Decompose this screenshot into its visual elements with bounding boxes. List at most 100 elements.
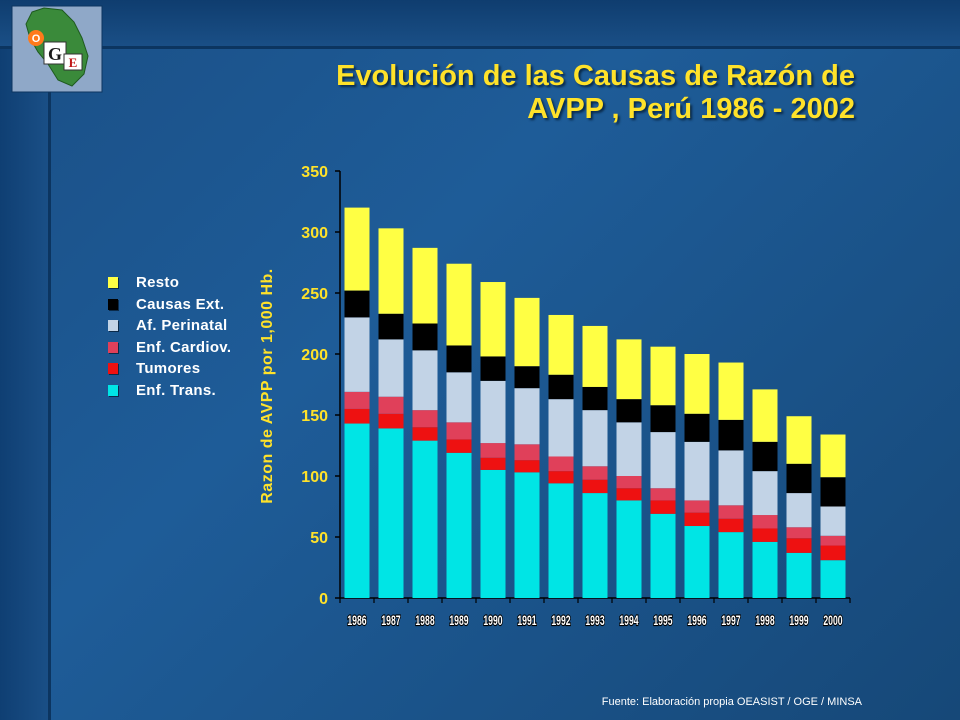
bar-segment	[718, 362, 744, 420]
bar-segment	[446, 263, 472, 346]
bar-segment	[752, 389, 778, 442]
bar-segment	[616, 476, 642, 489]
y-tick-label: 300	[301, 225, 328, 242]
bar-segment	[616, 422, 642, 476]
bar-segment	[582, 493, 608, 598]
bar-segment	[752, 541, 778, 598]
bar-segment	[446, 372, 472, 423]
y-tick-label: 200	[301, 347, 328, 364]
bar-segment	[480, 457, 506, 470]
bar-segment	[820, 545, 846, 561]
bar-segment	[616, 399, 642, 423]
legend-item: Causas Ext.	[108, 294, 268, 316]
bar-segment	[820, 560, 846, 598]
bar-segment	[344, 391, 370, 409]
bar-segment	[344, 408, 370, 424]
bar-segment	[378, 428, 404, 598]
bar-segment	[446, 345, 472, 373]
bar-segment	[650, 405, 676, 433]
bar-segment	[344, 423, 370, 598]
source-note: Fuente: Elaboración propia OEASIST / OGE…	[601, 696, 862, 708]
bar-segment	[548, 483, 574, 598]
x-tick-label: 2000	[823, 613, 842, 629]
top-band	[0, 0, 960, 46]
x-tick-label: 1993	[585, 613, 605, 629]
y-tick-label: 100	[301, 469, 328, 486]
title-line-1: Evolución de las Causas de Razón de	[336, 60, 855, 92]
legend-label: Resto	[136, 274, 180, 292]
bar-segment	[820, 506, 846, 536]
top-border-line	[0, 46, 960, 49]
x-tick-label: 1987	[381, 613, 400, 629]
bar-segment	[344, 317, 370, 392]
bar-segment	[752, 441, 778, 472]
y-tick-label: 350	[301, 164, 328, 181]
logo-g-letter: G	[48, 44, 62, 64]
bar-segment	[378, 313, 404, 340]
bar-segment	[718, 419, 744, 451]
legend-swatch	[108, 384, 118, 396]
bar-segment	[378, 228, 404, 314]
bar-segment	[752, 528, 778, 542]
x-tick-label: 1988	[415, 613, 435, 629]
bar-segment	[820, 535, 846, 546]
bar-segment	[786, 463, 812, 494]
bar-segment	[412, 350, 438, 411]
bar-segment	[820, 434, 846, 478]
legend-label: Causas Ext.	[136, 295, 225, 313]
x-tick-label: 1991	[517, 613, 537, 629]
bar-segment	[616, 488, 642, 501]
bar-segment	[786, 538, 812, 553]
legend-label: Enf. Trans.	[136, 381, 216, 399]
y-tick-label: 150	[301, 408, 328, 425]
bar-segment	[718, 450, 744, 506]
bar-segment	[616, 339, 642, 400]
bar-segment	[582, 325, 608, 387]
bar-segment	[480, 282, 506, 357]
x-tick-label: 1989	[449, 613, 469, 629]
legend-label: Tumores	[136, 360, 201, 378]
bar-segment	[412, 410, 438, 428]
y-tick-label: 250	[301, 286, 328, 303]
bar-segment	[718, 505, 744, 519]
chart-legend: Resto Causas Ext. Af. Perinatal Enf. Cardio…	[108, 272, 268, 401]
bar-segment	[378, 339, 404, 397]
legend-item: Enf. Trans.	[108, 380, 268, 402]
bar-segment	[412, 323, 438, 351]
bar-segment	[480, 380, 506, 444]
legend-swatch	[108, 277, 118, 289]
bar-segment	[446, 422, 472, 440]
bar-segment	[446, 452, 472, 598]
x-tick-label: 1998	[755, 613, 775, 629]
legend-swatch	[108, 298, 118, 310]
bar-segment	[582, 479, 608, 494]
bar-segment	[412, 427, 438, 441]
logo-o-letter: O	[32, 33, 41, 45]
bar-segment	[378, 396, 404, 414]
bar-segment	[786, 527, 812, 539]
bar-segment	[752, 471, 778, 516]
bar-segment	[548, 374, 574, 400]
bar-segment	[752, 515, 778, 529]
bar-segment	[786, 416, 812, 464]
bar-segment	[514, 388, 540, 445]
bar-segment	[378, 413, 404, 429]
legend-label: Af. Perinatal	[136, 317, 228, 335]
bar-segment	[650, 432, 676, 489]
bar-segment	[548, 456, 574, 472]
bar-segment	[650, 346, 676, 406]
legend-item: Resto	[108, 272, 268, 294]
bar-segment	[582, 410, 608, 467]
x-tick-label: 1999	[789, 613, 809, 629]
page-title: Evolución de las Causas de Razón de AVPP…	[160, 60, 855, 126]
bar-segment	[582, 386, 608, 411]
bar-segment	[412, 440, 438, 598]
bar-segment	[684, 354, 710, 414]
bar-segment	[412, 247, 438, 324]
legend-label: Enf. Cardiov.	[136, 338, 232, 356]
legend-item: Af. Perinatal	[108, 315, 268, 337]
bar-segment	[786, 552, 812, 598]
bar-segment	[480, 356, 506, 381]
bar-segment	[650, 513, 676, 598]
